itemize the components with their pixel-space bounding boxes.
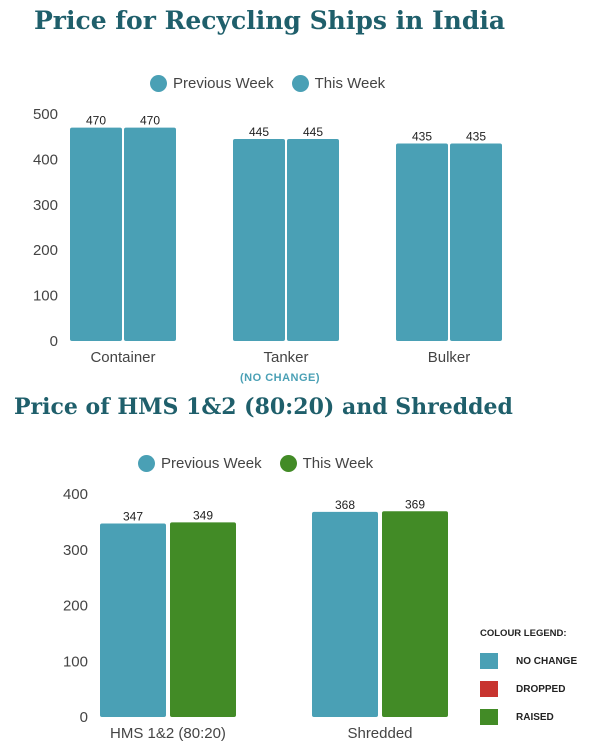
bar-previous-week-tanker: [233, 138, 285, 341]
bar-this-week-hms-1-2-80-20: [170, 522, 236, 717]
colour-legend-label: NO CHANGE: [516, 655, 578, 667]
bar-previous-week-shredded: [312, 511, 378, 717]
chart1-title: Price for Recycling Ships in India: [34, 6, 506, 35]
bar-previous-week-container: [70, 127, 122, 342]
data-label: 445: [303, 125, 323, 139]
y-tick-label: 100: [63, 653, 88, 670]
data-label: 435: [466, 130, 486, 144]
x-category-label: HMS 1&2 (80:20): [110, 725, 226, 742]
bar-this-week-tanker: [287, 138, 339, 341]
chart2-title: Price of HMS 1&2 (80:20) and Shredded: [14, 394, 513, 420]
y-tick-label: 500: [33, 106, 58, 123]
legend-label-previous-week: Previous Week: [161, 455, 262, 472]
legend-dot-this-week: [291, 75, 309, 92]
y-tick-label: 100: [33, 288, 58, 305]
data-label: 368: [335, 498, 355, 512]
colour-legend: COLOUR LEGEND: NO CHANGE DROPPED RAISED: [480, 628, 596, 737]
data-label: 349: [193, 508, 213, 522]
legend-item-previous-week: Previous Week: [150, 75, 274, 92]
bar-previous-week-hms-1-2-80-20: [100, 523, 166, 717]
legend-dot-previous-week: [150, 75, 167, 92]
y-tick-label: 0: [80, 709, 88, 726]
legend-item-this-week: This Week: [279, 455, 374, 472]
data-label: 445: [249, 125, 269, 139]
bar-this-week-shredded: [382, 511, 448, 717]
data-label: 470: [140, 114, 160, 128]
y-tick-label: 0: [50, 333, 58, 350]
colour-legend-label: DROPPED: [516, 683, 566, 695]
legend-label-previous-week: Previous Week: [173, 75, 274, 92]
x-category-label: Shredded: [347, 725, 412, 742]
y-tick-label: 300: [63, 542, 88, 559]
colour-legend-item-no-change: NO CHANGE: [480, 653, 596, 669]
no-change-note: (NO CHANGE): [240, 372, 321, 384]
x-category-label: Tanker: [263, 349, 308, 366]
y-tick-label: 400: [33, 151, 58, 168]
chart1-plot: 0 100 200 300 400 500 470 470 Container 445 445 Tan…: [33, 106, 502, 366]
data-label: 369: [405, 497, 425, 511]
bar-this-week-bulker: [450, 143, 502, 341]
legend-label-this-week: This Week: [314, 75, 386, 92]
legend-item-previous-week: Previous Week: [138, 455, 262, 472]
legend-label-this-week: This Week: [302, 455, 374, 472]
x-category-label: Bulker: [428, 349, 471, 366]
data-label: 470: [86, 114, 106, 128]
y-tick-label: 300: [33, 197, 58, 214]
colour-legend-item-raised: RAISED: [480, 709, 596, 725]
colour-legend-title: COLOUR LEGEND:: [480, 628, 567, 639]
bar-this-week-container: [124, 127, 176, 342]
colour-legend-label: RAISED: [516, 711, 554, 723]
x-category-label: Container: [90, 349, 155, 366]
legend-item-this-week: This Week: [291, 75, 386, 92]
legend-dot-previous-week: [138, 455, 155, 472]
chart2-legend: Previous Week This Week: [138, 455, 391, 472]
bar-previous-week-bulker: [396, 143, 448, 341]
y-tick-label: 200: [63, 598, 88, 615]
colour-legend-item-dropped: DROPPED: [480, 681, 596, 697]
data-label: 435: [412, 130, 432, 144]
chart1-legend: Previous Week This Week: [150, 75, 403, 92]
y-tick-label: 400: [63, 486, 88, 503]
y-tick-label: 200: [33, 242, 58, 259]
legend-dot-this-week: [279, 455, 297, 472]
colour-swatch-raised: [480, 709, 498, 725]
colour-swatch-dropped: [480, 681, 498, 697]
colour-swatch-no-change: [480, 653, 498, 669]
data-label: 347: [123, 510, 143, 524]
